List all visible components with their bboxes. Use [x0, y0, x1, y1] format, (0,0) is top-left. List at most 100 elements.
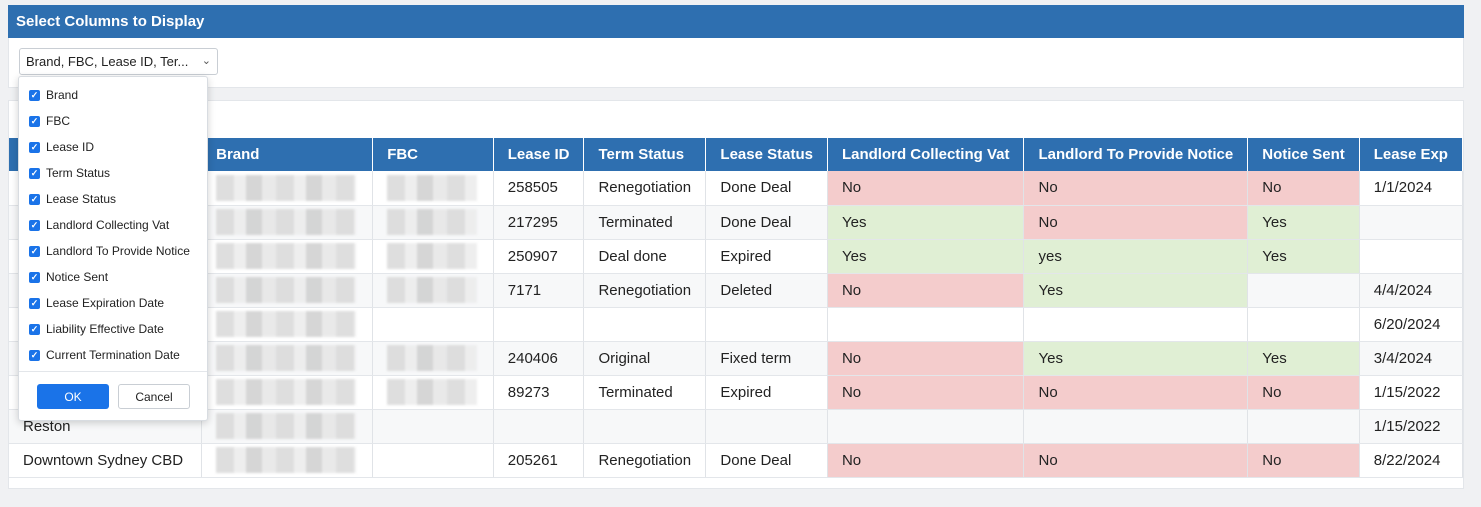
redacted-block — [216, 311, 357, 337]
checkbox-checked-icon[interactable]: ✓ — [29, 219, 40, 231]
table-cell — [1247, 409, 1360, 444]
checkbox-checked-icon[interactable]: ✓ — [29, 193, 40, 205]
table-cell: Done Deal — [705, 443, 828, 478]
grid-header-row: Brand FBC Lease ID Term Status Lease Status L… — [9, 138, 1463, 171]
redacted-block — [216, 209, 357, 235]
column-header[interactable]: Term Status — [583, 138, 707, 171]
table-cell: No — [1023, 443, 1249, 478]
table-cell: No — [1023, 205, 1249, 240]
table-cell: Original — [583, 341, 707, 376]
table-cell: Yes — [1023, 341, 1249, 376]
column-header[interactable]: Notice Sent — [1247, 138, 1360, 171]
column-option[interactable]: ✓ FBC — [29, 111, 70, 131]
checkbox-checked-icon[interactable]: ✓ — [29, 323, 40, 335]
column-option[interactable]: ✓ Landlord Collecting Vat — [29, 215, 169, 235]
redacted-cell — [201, 375, 374, 410]
column-option[interactable]: ✓ Term Status — [29, 163, 110, 183]
redacted-cell — [372, 375, 494, 410]
table-cell: No — [1247, 375, 1360, 410]
redacted-block — [216, 345, 357, 371]
checkbox-checked-icon[interactable]: ✓ — [29, 89, 40, 101]
checkbox-checked-icon[interactable]: ✓ — [29, 115, 40, 127]
table-cell: 258505 — [493, 171, 585, 206]
column-option[interactable]: ✓ Current Termination Date — [29, 345, 180, 365]
table-cell: Renegotiation — [583, 171, 707, 206]
table-cell: Fixed term — [705, 341, 828, 376]
column-header[interactable]: FBC — [372, 138, 494, 171]
column-option[interactable]: ✓ Lease Status — [29, 189, 116, 209]
table-cell: 1/15/2022 — [1359, 375, 1463, 410]
column-header[interactable]: Brand — [201, 138, 374, 171]
table-cell: Terminated — [583, 375, 707, 410]
table-row[interactable]: 89273 Terminated Expired No No No 1/15/2022 — [9, 375, 1463, 410]
table-cell — [583, 307, 707, 342]
table-cell — [493, 307, 585, 342]
redacted-cell — [201, 273, 374, 308]
checkbox-checked-icon[interactable]: ✓ — [29, 271, 40, 283]
column-option[interactable]: ✓ Notice Sent — [29, 267, 108, 287]
cancel-button[interactable]: Cancel — [118, 384, 190, 409]
checkbox-checked-icon[interactable]: ✓ — [29, 167, 40, 179]
redacted-block — [216, 447, 357, 473]
table-row[interactable]: 240406 Original Fixed term No Yes Yes 3/4/2024 — [9, 341, 1463, 376]
data-grid: Brand FBC Lease ID Term Status Lease Status L… — [9, 138, 1463, 478]
table-row[interactable]: 6/20/2024 — [9, 307, 1463, 342]
checkbox-checked-icon[interactable]: ✓ — [29, 297, 40, 309]
column-header[interactable]: Lease ID — [493, 138, 585, 171]
ok-button[interactable]: OK — [37, 384, 109, 409]
column-option[interactable]: ✓ Lease Expiration Date — [29, 293, 164, 313]
table-cell: No — [827, 375, 1025, 410]
redacted-cell — [201, 171, 374, 206]
checkbox-checked-icon[interactable]: ✓ — [29, 349, 40, 361]
redacted-block — [216, 243, 357, 269]
column-option-label: Notice Sent — [46, 270, 109, 284]
table-cell: No — [1247, 443, 1360, 478]
column-option[interactable]: ✓ Liability Effective Date — [29, 319, 164, 339]
column-option[interactable]: ✓ Lease ID — [29, 137, 94, 157]
column-option[interactable]: ✓ Brand — [29, 85, 78, 105]
table-cell: No — [1023, 375, 1249, 410]
table-cell: No — [827, 341, 1025, 376]
column-header[interactable]: Landlord Collecting Vat — [827, 138, 1025, 171]
redacted-cell — [372, 273, 494, 308]
table-cell: No — [827, 273, 1025, 308]
redacted-block — [387, 243, 478, 269]
table-cell: No — [827, 171, 1025, 206]
table-cell: No — [1247, 171, 1360, 206]
redacted-cell — [372, 239, 494, 274]
table-cell: 4/4/2024 — [1359, 273, 1463, 308]
column-header[interactable]: Lease Status — [705, 138, 828, 171]
column-select-value: Brand, FBC, Lease ID, Ter... — [26, 54, 189, 69]
table-row[interactable]: 7171 Renegotiation Deleted No Yes 4/4/2024 — [9, 273, 1463, 308]
table-cell: 250907 — [493, 239, 585, 274]
table-cell: Yes — [827, 205, 1025, 240]
table-cell — [583, 409, 707, 444]
table-cell: 1/1/2024 — [1359, 171, 1463, 206]
table-row[interactable]: 217295 Terminated Done Deal Yes No Yes — [9, 205, 1463, 240]
redacted-cell — [201, 409, 374, 444]
table-cell — [1023, 409, 1249, 444]
column-option[interactable]: ✓ Landlord To Provide Notice — [29, 241, 190, 261]
table-row[interactable]: 250907 Deal done Expired Yes yes Yes — [9, 239, 1463, 274]
column-header[interactable]: Lease Exp — [1359, 138, 1463, 171]
column-header[interactable]: Landlord To Provide Notice — [1023, 138, 1249, 171]
table-cell: Yes — [1023, 273, 1249, 308]
column-option-label: Landlord To Provide Notice — [46, 244, 190, 258]
redacted-block — [216, 413, 357, 439]
column-select[interactable]: Brand, FBC, Lease ID, Ter... ⌄ — [19, 48, 218, 75]
column-option-label: Lease Expiration Date — [46, 296, 165, 310]
table-row[interactable]: Downtown Sydney CBD 205261 Renegotiation Do… — [9, 443, 1463, 478]
column-option-label: Lease Status — [46, 192, 117, 206]
table-row[interactable]: 258505 Renegotiation Done Deal No No No 1/1/20… — [9, 171, 1463, 206]
redacted-cell — [201, 307, 374, 342]
checkbox-checked-icon[interactable]: ✓ — [29, 245, 40, 257]
table-cell — [705, 307, 828, 342]
checkbox-checked-icon[interactable]: ✓ — [29, 141, 40, 153]
table-cell: Downtown Sydney CBD — [9, 443, 203, 478]
redacted-cell — [372, 171, 494, 206]
table-cell: Renegotiation — [583, 443, 707, 478]
redacted-block — [216, 174, 357, 201]
table-cell: Yes — [1247, 205, 1360, 240]
redacted-cell — [372, 205, 494, 240]
table-row[interactable]: Reston 1/15/2022 — [9, 409, 1463, 444]
